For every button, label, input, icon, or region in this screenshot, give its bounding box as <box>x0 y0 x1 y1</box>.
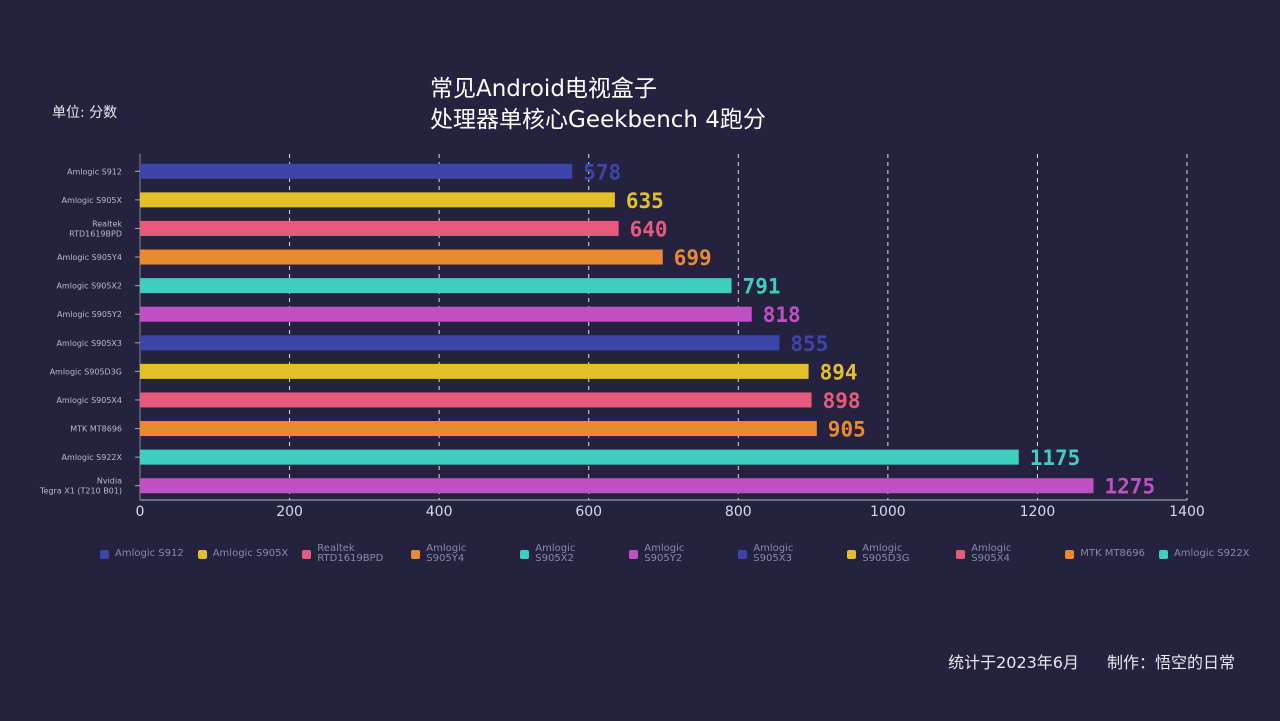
legend-item[interactable]: Amlogic S922X <box>1158 544 1250 564</box>
bar <box>140 421 817 437</box>
y-tick-label: Amlogic S905Y2 <box>57 310 122 319</box>
legend-swatch <box>1158 549 1168 559</box>
bar <box>140 163 573 179</box>
y-tick-label: Amlogic S905X <box>62 196 123 205</box>
legend-label: Realtek RTD1619BPD <box>317 543 384 564</box>
bar <box>140 335 780 351</box>
y-tick-label: Amlogic S912 <box>67 167 122 176</box>
y-tick-label: Nvidia <box>97 477 122 486</box>
legend-label: Amlogic S905Y4 <box>426 543 467 564</box>
legend-swatch <box>100 549 109 559</box>
legend-swatch <box>302 549 312 559</box>
x-tick-label: 1400 <box>1169 504 1205 520</box>
bar-value-label: 578 <box>583 160 621 184</box>
legend-item[interactable]: Amlogic S905Y2 <box>629 544 724 564</box>
footer-stat: 统计于2023年6月 <box>948 653 1079 672</box>
legend-swatch <box>738 549 748 559</box>
legend-label: Amlogic S922X <box>1173 548 1250 559</box>
bar <box>140 363 809 379</box>
legend-label: Amlogic S905X3 <box>753 543 794 564</box>
bar-value-label: 1275 <box>1105 475 1156 499</box>
x-tick-label: 400 <box>426 504 453 520</box>
y-tick-label: Amlogic S905X2 <box>56 282 122 291</box>
bar <box>140 278 732 294</box>
bar-value-label: 640 <box>630 217 668 241</box>
legend-swatch <box>847 549 857 559</box>
title-line-1: 常见Android电视盒子 <box>430 76 657 102</box>
legend-item[interactable]: Realtek RTD1619BPD <box>302 544 397 564</box>
bar-value-label: 1175 <box>1030 446 1081 470</box>
y-tick-label: Realtek <box>92 219 122 228</box>
legend-item[interactable]: Amlogic S905X3 <box>738 544 833 564</box>
bar-value-label: 818 <box>763 303 801 327</box>
x-tick-label: 1000 <box>870 504 906 520</box>
bar <box>140 192 615 208</box>
chart-title: 常见Android电视盒子 处理器单核心Geekbench 4跑分 <box>430 74 766 136</box>
bar <box>140 249 663 265</box>
legend-swatch <box>411 549 421 559</box>
legend-item[interactable]: Amlogic S905X <box>197 544 289 564</box>
bar <box>140 449 1019 465</box>
y-tick-label: Amlogic S905X3 <box>56 339 122 348</box>
legend-item[interactable]: Amlogic S912 <box>100 544 184 564</box>
bar-value-label: 905 <box>828 418 866 442</box>
legend-item[interactable]: Amlogic S905X4 <box>956 544 1051 564</box>
legend-swatch <box>956 549 966 559</box>
legend-swatch <box>629 549 639 559</box>
unit-label: 单位: 分数 <box>52 105 118 121</box>
bar-value-label: 791 <box>743 275 781 299</box>
legend-item[interactable]: Amlogic S905Y4 <box>411 544 506 564</box>
footer: 统计于2023年6月 制作：悟空的日常 <box>920 649 1235 673</box>
x-tick-label: 0 <box>136 504 145 520</box>
title-line-2: 处理器单核心Geekbench 4跑分 <box>430 107 766 133</box>
legend-item[interactable]: Amlogic S905D3G <box>847 544 942 564</box>
bar-value-label: 894 <box>820 360 858 384</box>
legend: Amlogic S912 Amlogic S905X Realtek RTD1619… <box>100 544 1250 564</box>
legend-label: Amlogic S905X <box>212 548 289 559</box>
y-tick-label: Tegra X1 (T210 B01) <box>39 487 122 496</box>
y-tick-label: Amlogic S905X4 <box>56 396 122 405</box>
y-tick-label: Amlogic S905D3G <box>50 367 122 376</box>
x-tick-label: 1200 <box>1020 504 1056 520</box>
x-tick-label: 600 <box>575 504 602 520</box>
footer-author: 制作：悟空的日常 <box>1106 653 1235 672</box>
legend-swatch <box>520 549 530 559</box>
legend-swatch <box>197 549 207 559</box>
bar-value-label: 635 <box>626 189 664 213</box>
legend-label: Amlogic S905D3G <box>862 543 910 564</box>
y-tick-label: MTK MT8696 <box>70 425 122 434</box>
bar <box>140 306 752 322</box>
y-tick-label: Amlogic S922X <box>62 453 123 462</box>
bar <box>140 220 619 236</box>
bar-value-label: 699 <box>674 246 712 270</box>
legend-swatch <box>1065 549 1075 559</box>
x-tick-label: 200 <box>276 504 303 520</box>
legend-label: Amlogic S905X4 <box>971 543 1012 564</box>
legend-label: Amlogic S912 <box>115 548 184 559</box>
bar-value-label: 898 <box>823 389 861 413</box>
legend-label: Amlogic S905Y2 <box>644 543 685 564</box>
legend-label: MTK MT8696 <box>1080 548 1145 559</box>
legend-label: Amlogic S905X2 <box>535 543 576 564</box>
bar <box>140 392 812 408</box>
y-tick-label: RTD1619BPD <box>69 229 122 238</box>
x-tick-label: 800 <box>725 504 752 520</box>
bar-value-label: 855 <box>790 332 828 356</box>
legend-item[interactable]: Amlogic S905X2 <box>520 544 615 564</box>
bar <box>140 478 1094 494</box>
y-tick-label: Amlogic S905Y4 <box>57 253 122 262</box>
legend-item[interactable]: MTK MT8696 <box>1065 544 1145 564</box>
